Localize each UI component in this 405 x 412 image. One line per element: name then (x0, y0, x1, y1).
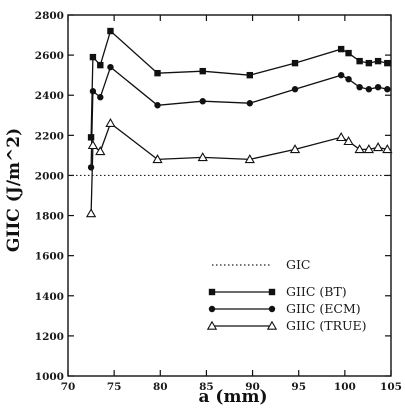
data-point-triangle (289, 144, 301, 154)
legend: GIC GIIC (BT) GIIC (ECM) GIIC (TRUE) (206, 257, 367, 333)
data-point-square (384, 59, 391, 67)
x-tick-label: 85 (199, 381, 214, 393)
data-point-triangle (336, 132, 347, 142)
y-tick-label: 1400 (35, 291, 64, 303)
legend-marker-circle (268, 305, 276, 313)
data-point-circle (337, 71, 345, 79)
data-point-circle (87, 164, 95, 171)
data-point-circle (199, 98, 206, 105)
data-point-square (97, 61, 104, 69)
legend-marker-square (208, 288, 216, 296)
legend-label: GIIC (TRUE) (286, 318, 367, 333)
data-point-circle (246, 100, 254, 107)
legend-label-gic: GIC (286, 257, 311, 272)
data-point-square (365, 59, 373, 67)
x-tick-label: 95 (291, 381, 306, 393)
data-point-square (291, 59, 299, 67)
data-point-circle (154, 102, 161, 109)
tick-labels: 70 75 80 85 90 95 100 105 1000 1200 1400 1600 1800 20… (35, 10, 402, 393)
series-line-circle (90, 66, 388, 168)
x-tick-label: 105 (380, 381, 402, 393)
data-point-circle (89, 88, 97, 95)
series-lines (90, 29, 388, 214)
y-tick-label: 2800 (35, 10, 64, 22)
data-point-square (356, 57, 363, 65)
x-tick-label: 90 (245, 381, 260, 393)
y-tick-label: 1800 (35, 211, 64, 223)
data-point-circle (345, 75, 352, 83)
x-tick-label: 100 (334, 381, 356, 393)
y-axis-label: GIIC (J/m^2) (4, 128, 24, 252)
data-point-square (374, 57, 382, 65)
x-axis-label: a (mm) (199, 387, 268, 407)
data-point-triangle (363, 144, 374, 154)
data-point-triangle (95, 146, 106, 156)
data-point-square (89, 53, 97, 61)
data-point-circle (356, 84, 363, 91)
data-point-triangle (354, 144, 365, 154)
x-tick-label: 70 (61, 381, 76, 393)
legend-marker-triangle (266, 320, 278, 330)
y-tick-label: 2600 (35, 50, 64, 62)
data-point-square (87, 134, 95, 141)
data-point-square (154, 69, 161, 77)
data-point-circle (291, 86, 299, 93)
data-point-circle (97, 94, 104, 101)
legend-marker-square (268, 288, 276, 296)
data-point-triangle (343, 136, 354, 146)
data-point-square (345, 49, 352, 57)
legend-label: GIIC (BT) (286, 284, 347, 299)
y-tick-label: 2200 (35, 130, 64, 142)
data-point-triangle (244, 154, 255, 164)
y-tick-label: 1600 (35, 251, 64, 263)
plot-frame (67, 14, 392, 377)
data-point-circle (107, 63, 114, 71)
data-point-square (246, 71, 254, 79)
data-point-circle (374, 84, 382, 91)
data-point-triangle (105, 117, 116, 127)
data-point-circle (365, 86, 373, 93)
data-point-triangle (85, 208, 97, 218)
data-point-square (199, 67, 206, 75)
x-tick-label: 75 (107, 381, 122, 393)
data-point-triangle (87, 140, 99, 150)
legend-marker-triangle (206, 320, 218, 330)
data-point-circle (384, 86, 391, 93)
data-point-triangle (197, 152, 208, 162)
data-point-triangle (372, 142, 384, 152)
y-tick-label: 1000 (35, 371, 64, 383)
data-point-square (337, 45, 345, 53)
y-tick-label: 1200 (35, 331, 64, 343)
data-point-triangle (382, 144, 393, 154)
y-tick-label: 2400 (35, 90, 64, 102)
data-point-triangle (152, 154, 163, 164)
y-tick-label: 2000 (35, 170, 64, 182)
legend-marker-circle (208, 305, 216, 313)
data-point-square (107, 27, 114, 35)
legend-label: GIIC (ECM) (286, 301, 361, 316)
series-markers (85, 27, 393, 218)
x-tick-label: 80 (153, 381, 168, 393)
